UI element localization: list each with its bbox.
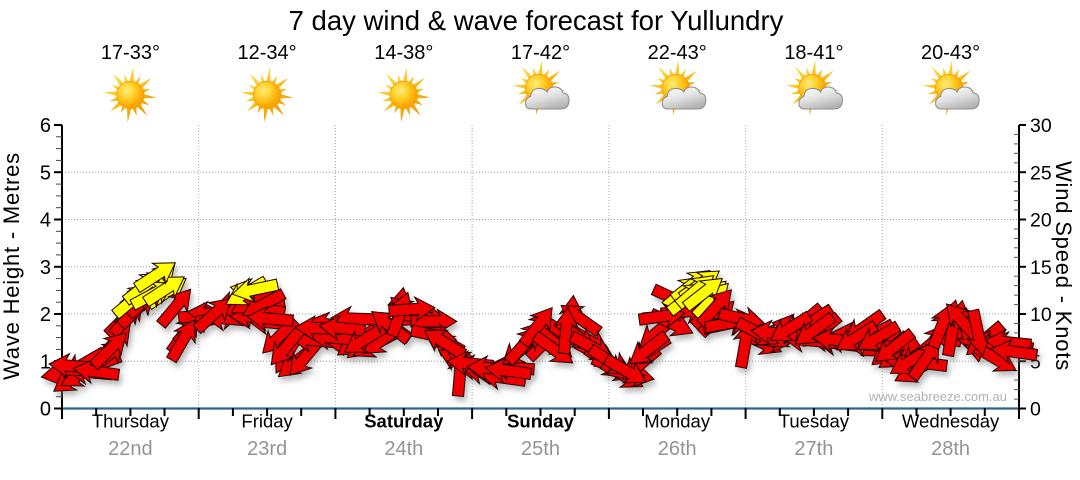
svg-text:0: 0 [40,399,51,421]
svg-text:Wednesday: Wednesday [902,411,1000,432]
svg-text:Wave Height - Metres: Wave Height - Metres [0,152,24,380]
svg-text:26th: 26th [658,438,697,460]
svg-text:25th: 25th [521,438,560,460]
svg-text:Wind Speed - Knots: Wind Speed - Knots [1051,161,1076,371]
svg-text:24th: 24th [384,438,423,460]
svg-text:3: 3 [40,257,51,279]
svg-text:18-41°: 18-41° [784,42,843,64]
svg-text:17-33°: 17-33° [101,42,160,64]
svg-text:10: 10 [1030,304,1052,326]
svg-text:27th: 27th [794,438,833,460]
svg-text:4: 4 [40,210,51,232]
svg-text:1: 1 [40,351,51,373]
svg-text:30: 30 [1030,115,1052,137]
svg-text:Sunday: Sunday [507,411,575,432]
svg-text:12-34°: 12-34° [238,42,297,64]
svg-text:2: 2 [40,304,51,326]
svg-text:Monday: Monday [644,411,711,432]
svg-text:23rd: 23rd [247,438,287,460]
svg-text:20-43°: 20-43° [921,42,980,64]
svg-text:6: 6 [40,115,51,137]
svg-text:www.seabreeze.com.au: www.seabreeze.com.au [868,389,1007,404]
svg-text:5: 5 [1030,351,1041,373]
svg-text:17-42°: 17-42° [511,42,570,64]
svg-text:5: 5 [40,162,51,184]
svg-text:Saturday: Saturday [364,411,444,432]
svg-text:22nd: 22nd [108,438,153,460]
svg-text:Friday: Friday [241,411,293,432]
svg-text:22-43°: 22-43° [648,42,707,64]
svg-text:Tuesday: Tuesday [779,411,850,432]
svg-text:25: 25 [1030,162,1052,184]
svg-text:28th: 28th [931,438,970,460]
svg-text:0: 0 [1030,399,1041,421]
svg-text:15: 15 [1030,257,1052,279]
svg-text:7 day wind & wave forecast for: 7 day wind & wave forecast for Yullundry [289,5,784,36]
svg-text:20: 20 [1030,210,1052,232]
svg-text:Thursday: Thursday [92,411,170,432]
svg-text:14-38°: 14-38° [374,42,433,64]
